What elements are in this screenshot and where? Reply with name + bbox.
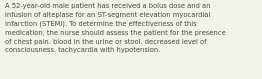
Text: A 52-year-old male patient has received a bolus dose and an
infusion of alteplas: A 52-year-old male patient has received …	[5, 3, 225, 53]
